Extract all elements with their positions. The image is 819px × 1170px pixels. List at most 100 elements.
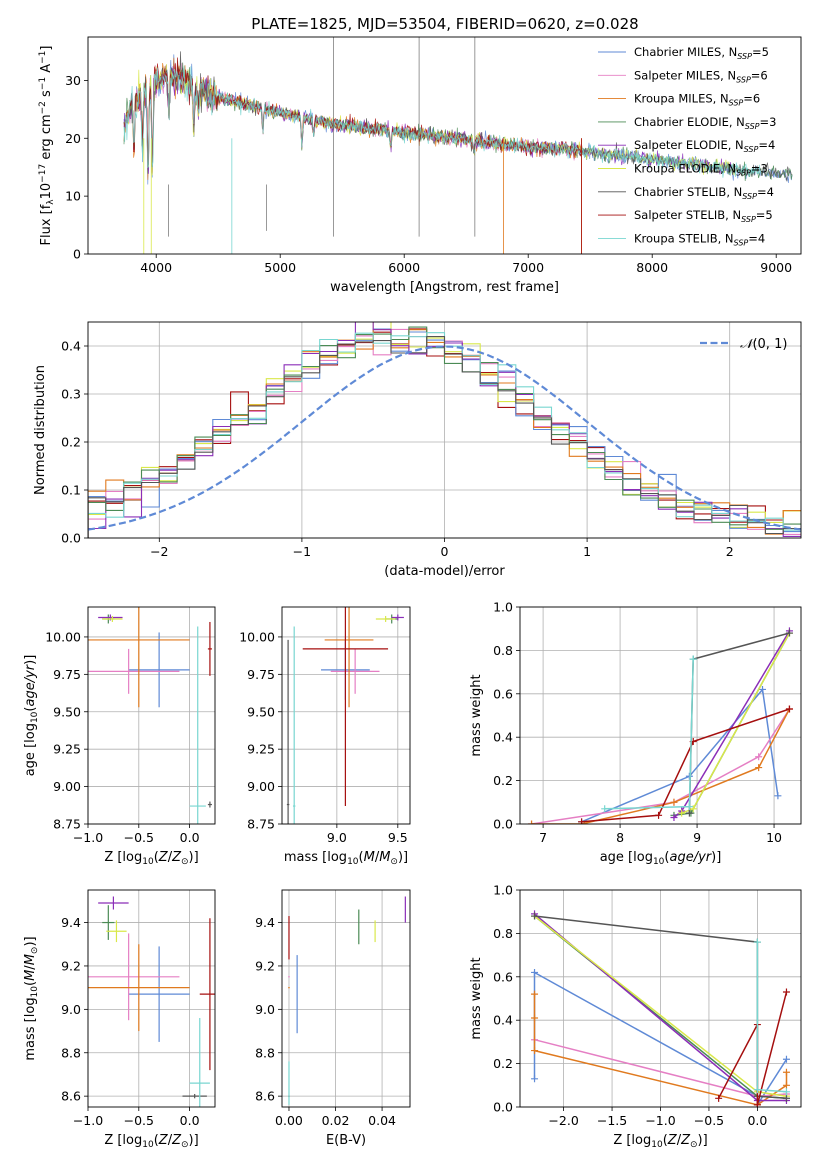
label-part: Z (171, 1133, 182, 1148)
label-part: )] (398, 850, 408, 865)
weight-marker (782, 988, 790, 996)
weight-marker (755, 764, 763, 772)
label-part: =6 (743, 92, 760, 106)
weight-marker (753, 1101, 761, 1107)
label-part: )] (189, 1133, 199, 1148)
label-part: Salpeter MILES, N (634, 68, 736, 82)
label-part: Chabrier ELODIE, N (634, 115, 745, 129)
weight-line (581, 687, 779, 823)
age_vs_mass-ytick-label: 9.00 (247, 779, 275, 794)
label-part: (0, 1) (752, 337, 787, 352)
residuals-xtick-label: 1 (583, 544, 591, 559)
label-part: mass weight (469, 674, 484, 756)
mass_vs_EBV-xtick-label: 0.00 (275, 1113, 303, 1128)
label-part: SSP (737, 52, 752, 61)
legend-entry: Chabrier ELODIE, NSSP=3 (634, 115, 776, 131)
legend-entry-normal: 𝒩(0, 1) (740, 337, 787, 352)
label-part: mass [log (23, 997, 38, 1060)
label-part: erg cm (39, 114, 54, 163)
label-part: −17 (38, 164, 48, 183)
mass_vs_Z-xtick-label: −1.0 (73, 1113, 103, 1128)
label-part: s (39, 90, 54, 101)
spectrum-xtick-label: 8000 (636, 260, 668, 275)
weight-marker (782, 1094, 790, 1102)
label-part: 10 (347, 857, 359, 867)
mass_vs_Z-xtick-label: −0.5 (124, 1113, 154, 1128)
legend-entry: Chabrier MILES, NSSP=5 (634, 45, 769, 61)
label-part: mass [log (284, 850, 347, 865)
age_vs_mass-plot-area (286, 607, 404, 824)
weight_vs_Z-plot-area (531, 910, 790, 1107)
mass_vs_EBV-ytick-label: 8.6 (255, 1089, 275, 1104)
histogram-series (88, 336, 801, 538)
label-part: ( (359, 850, 364, 865)
axes-frame (87, 606, 216, 825)
label-part: Z (680, 1133, 691, 1148)
label-part: =4 (758, 138, 775, 152)
label-part: age [log (23, 723, 38, 776)
label-part: SSP (742, 192, 757, 201)
age_vs_Z-plot-area (88, 607, 212, 824)
label-part: / (168, 1133, 173, 1148)
label-part: A (39, 64, 54, 77)
spectrum-line (123, 65, 762, 178)
label-part: Salpeter ELODIE, N (634, 138, 744, 152)
label-part: Kroupa STELIB, N (634, 231, 734, 245)
residuals-xtick-label: 0 (441, 544, 449, 559)
mass_vs_Z-ytick-label: 9.4 (61, 915, 81, 930)
label-part: SSP (744, 145, 759, 154)
label-part: Chabrier STELIB, N (634, 185, 742, 199)
mass_vs_Z-ylabel: mass [log10(M/M⊙)] (23, 936, 40, 1060)
weight_vs_Z-ytick-label: 0.6 (493, 969, 513, 984)
label-part: ⊙ (181, 1140, 189, 1150)
axes-frame (87, 36, 802, 255)
residuals-plot-area (88, 322, 801, 538)
legend-entry: Kroupa MILES, NSSP=6 (634, 92, 760, 108)
weight-marker (531, 1047, 539, 1055)
age_vs_Z-xlabel: Z [log10(Z/Z⊙)] (104, 850, 198, 867)
spectrum-ylabel: Flux [fλ10−17 erg cm−2 s−1 A−1] (38, 46, 56, 246)
label-part: −2 (38, 101, 48, 114)
label-part: SSP (741, 215, 756, 224)
weight_vs_age-xlabel: age [log10(age/yr)] (600, 850, 722, 867)
weight-marker (782, 1055, 790, 1063)
mass_vs_EBV-axes: 0.00 0.02 0.04 8.6 8.8 9.0 9.2 9.4 E(B-V) (255, 889, 411, 1148)
age_vs_Z-ylabel: age [log10(age/yr)] (23, 655, 40, 777)
weight-marker (531, 912, 539, 920)
spectrum-xtick-label: 9000 (760, 260, 792, 275)
weight-line (581, 708, 790, 823)
label-part: ( (664, 850, 669, 865)
residuals-xtick-label: 2 (726, 544, 734, 559)
label-part: SSP (736, 75, 751, 84)
residuals-ytick-label: 0.0 (61, 531, 81, 546)
weight-line (531, 708, 791, 824)
weight_vs_Z-xtick-label: −1.5 (597, 1113, 627, 1128)
axes-frame (87, 889, 216, 1108)
spectrum-line (123, 57, 582, 168)
mass_vs_EBV-xtick-label: 0.04 (368, 1113, 396, 1128)
label-part: ( (154, 850, 159, 865)
weight-marker (759, 685, 767, 693)
label-part: Flux [f (39, 204, 54, 245)
weight_vs_Z-ytick-label: 0.8 (493, 926, 513, 941)
age_vs_mass-ytick-label: 10.00 (239, 629, 275, 644)
label-part: Z [log (104, 850, 142, 865)
weight-marker (578, 818, 586, 824)
plot-layer: 4000 5000 6000 7000 8000 90000102030wavelengt… (23, 36, 802, 1150)
age_vs_mass-axes: 9.0 9.5 8.75 9.00 9.25 9.50 9.75 10.00 mass [log… (239, 606, 411, 867)
age_vs_Z-xtick-label: −0.5 (124, 830, 154, 845)
weight-marker (655, 811, 663, 819)
label-part: / (677, 1133, 682, 1148)
age_vs_Z-ytick-label: 9.25 (53, 742, 81, 757)
spectrum-xtick-label: 5000 (264, 260, 296, 275)
label-part: mass weight (469, 957, 484, 1039)
age_vs_Z-xtick-label: 0.0 (180, 830, 200, 845)
label-part: =5 (756, 208, 773, 222)
label-part: ( (154, 1133, 159, 1148)
residuals-ytick-label: 0.3 (61, 387, 81, 402)
label-part: ( (663, 1133, 668, 1148)
weight_vs_age-ytick-label: 0.6 (493, 686, 513, 701)
label-part: )] (23, 936, 38, 946)
weight_vs_age-ytick-label: 0.0 (493, 817, 513, 832)
label-part: ⊙ (30, 947, 40, 955)
